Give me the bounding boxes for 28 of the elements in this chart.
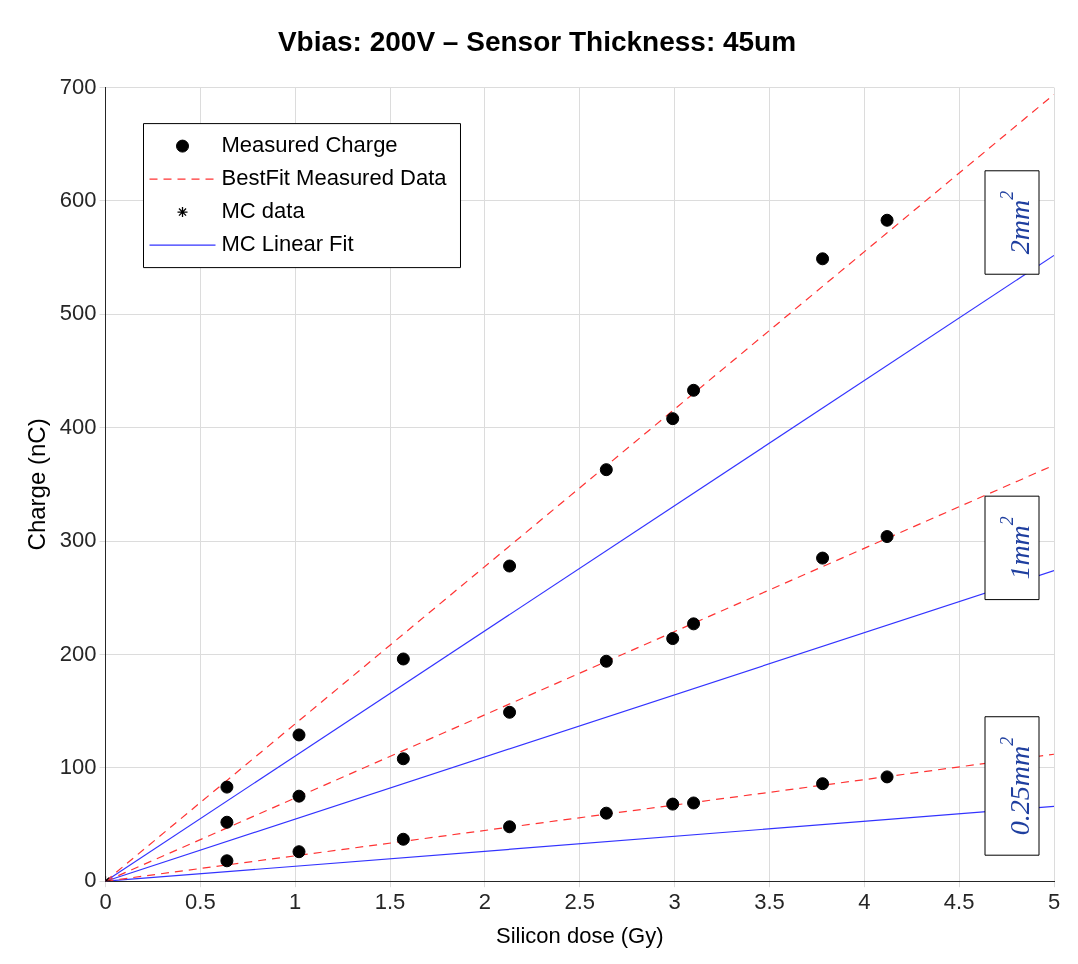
legend-label: Measured Charge — [221, 132, 398, 158]
y-axis-title: Charge (nC) — [23, 418, 51, 551]
x-tick-label: 3.5 — [754, 889, 785, 915]
x-tick-label: 2.5 — [564, 889, 596, 915]
y-tick-label: 500 — [59, 300, 97, 326]
x-tick-label: 2 — [478, 889, 492, 915]
y-tick-label: 0 — [84, 867, 97, 893]
x-tick-label: 5 — [1047, 889, 1061, 915]
legend-label: BestFit Measured Data — [221, 165, 448, 191]
annotation: 0.25mm2 — [996, 736, 1036, 836]
y-tick-label: 700 — [59, 73, 97, 99]
y-tick-label: 300 — [59, 527, 97, 553]
y-tick-label: 400 — [59, 413, 97, 439]
legend-label: MC Linear Fit — [221, 231, 354, 257]
x-tick-label: 1.5 — [374, 889, 406, 915]
annotation: 2mm2 — [996, 190, 1036, 255]
x-tick-label: 0.5 — [185, 889, 216, 915]
x-tick-label: 3 — [668, 889, 681, 915]
x-axis-title: Silicon dose (Gy) — [496, 922, 664, 948]
y-tick-label: 200 — [59, 640, 97, 666]
chart-title: Vbias: 200V – Sensor Thickness: 45um — [277, 25, 797, 57]
x-tick-label: 1 — [289, 889, 302, 915]
annotation: 1mm2 — [996, 516, 1036, 580]
x-tick-label: 4 — [858, 889, 871, 915]
legend-label: MC data — [221, 198, 306, 224]
y-tick-label: 600 — [59, 187, 97, 213]
x-tick-label: 4.5 — [943, 889, 975, 915]
y-tick-label: 100 — [59, 753, 97, 779]
